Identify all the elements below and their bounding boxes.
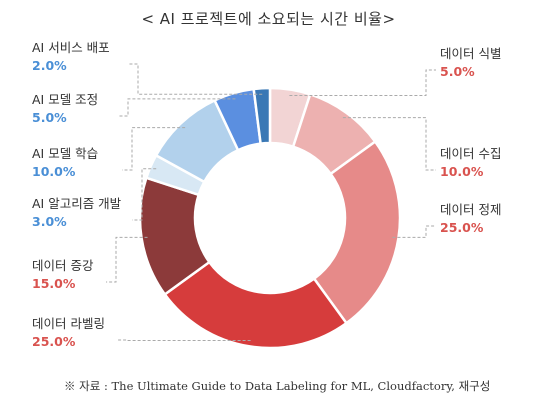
slice-value-6: 3.0% [32,214,67,229]
slice-label-1: 데이터 식별 [440,46,501,61]
leader-line-1 [289,69,436,97]
source-note: ※ 자료 : The Ultimate Guide to Data Labeli… [64,379,491,393]
slice-label-9: AI 서비스 배포 [32,40,110,55]
leader-line-3 [392,225,436,238]
slice-label-7: AI 모델 학습 [32,146,98,161]
leader-line-6 [132,168,157,221]
slice-label-6: AI 알고리즘 개발 [32,196,122,211]
slice-9 [252,86,272,145]
leader-line-8 [118,98,236,117]
leader-line-9 [128,63,263,95]
leader-line-7 [122,127,186,171]
chart-labels: 데이터 식별 5.0% 데이터 수집 10.0% 데이터 정제 25.0% 데이터 라벨링 2… [32,40,501,349]
slice-value-3: 25.0% [440,220,484,235]
slice-label-2: 데이터 수집 [440,146,501,161]
slice-3 [312,139,402,325]
leader-line-2 [342,117,436,171]
slice-label-5: 데이터 증강 [32,258,94,273]
slice-label-3: 데이터 정제 [440,202,501,217]
leader-line-5 [106,236,148,283]
slice-value-9: 2.0% [32,58,67,73]
chart-title: < AI 프로젝트에 소요되는 시간 비율> [141,10,396,28]
chart-slices [138,86,402,350]
slice-value-8: 5.0% [32,110,67,125]
slice-value-2: 10.0% [440,164,484,179]
slice-label-8: AI 모델 조정 [32,92,98,107]
slice-label-4: 데이터 라벨링 [32,316,105,331]
slice-value-1: 5.0% [440,64,475,79]
chart-leader-lines [106,63,436,341]
slice-value-5: 15.0% [32,276,76,291]
slice-value-4: 25.0% [32,334,76,349]
slice-4 [163,260,349,350]
slice-value-7: 10.0% [32,164,76,179]
